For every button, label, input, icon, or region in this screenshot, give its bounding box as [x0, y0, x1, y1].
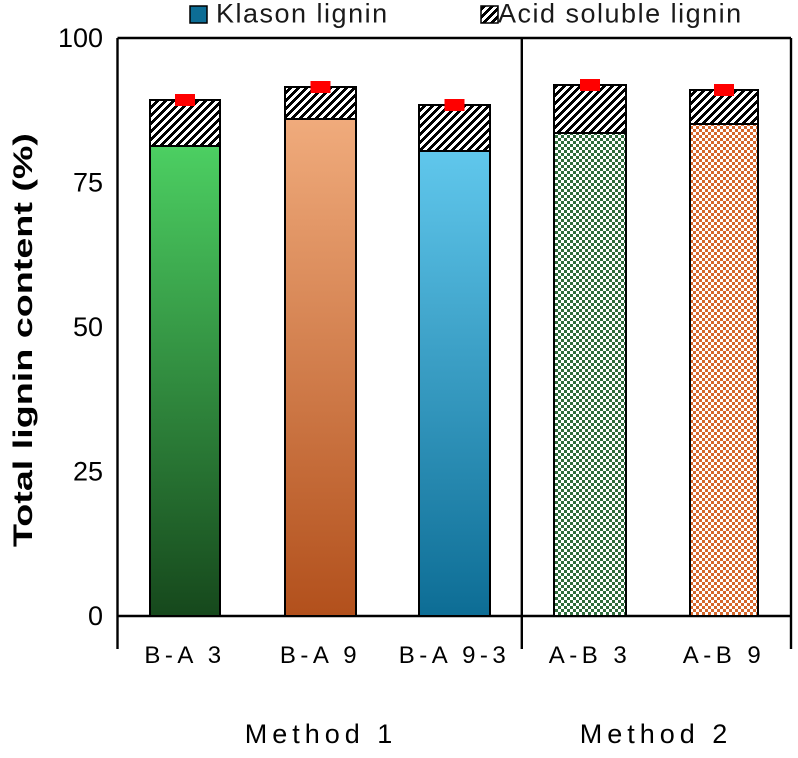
svg-text:100: 100 [58, 23, 103, 53]
svg-text:25: 25 [73, 457, 103, 487]
svg-text:50: 50 [73, 312, 103, 342]
svg-text:Method 2: Method 2 [580, 719, 733, 749]
svg-text:Klason lignin: Klason lignin [216, 0, 389, 29]
svg-text:A-B 9: A-B 9 [683, 642, 766, 669]
svg-text:75: 75 [73, 168, 103, 198]
svg-text:B-A 9: B-A 9 [280, 642, 361, 669]
svg-text:B-A 9-3: B-A 9-3 [399, 642, 511, 669]
svg-text:B-A 3: B-A 3 [144, 642, 225, 669]
svg-text:Acid soluble lignin: Acid soluble lignin [498, 0, 743, 29]
svg-text:Total lignin content (%): Total lignin content (%) [8, 133, 38, 547]
svg-text:0: 0 [88, 601, 103, 631]
svg-text:Method 1: Method 1 [245, 719, 398, 749]
svg-text:A-B 3: A-B 3 [549, 642, 632, 669]
